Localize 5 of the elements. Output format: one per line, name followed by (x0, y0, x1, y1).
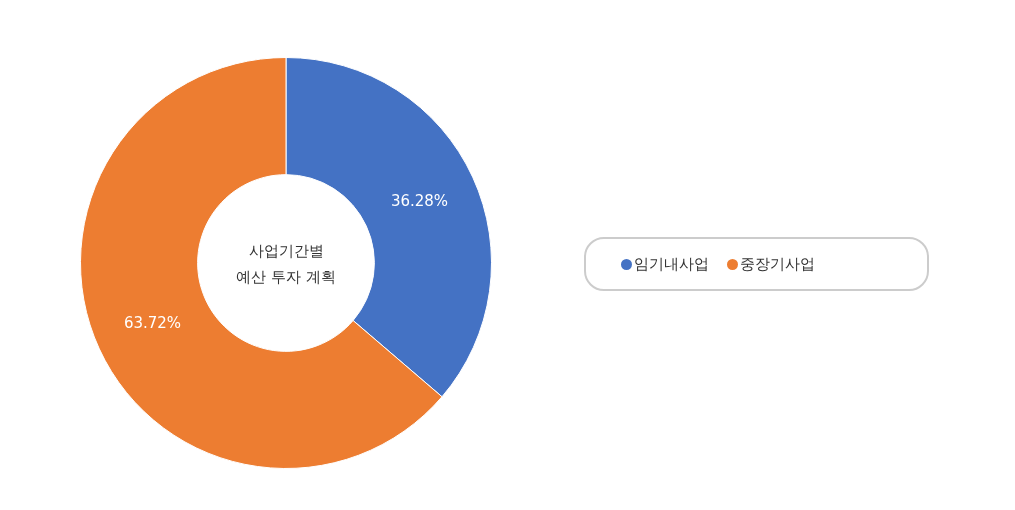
text: 사업기간별 예산 투자 계획 (235, 241, 337, 288)
data-label: 36.28% (390, 191, 449, 210)
legend-label: 임기내사업 (634, 254, 709, 274)
legend-label: 중장기사업 (740, 254, 815, 274)
data-label: 63.72% (123, 314, 182, 333)
